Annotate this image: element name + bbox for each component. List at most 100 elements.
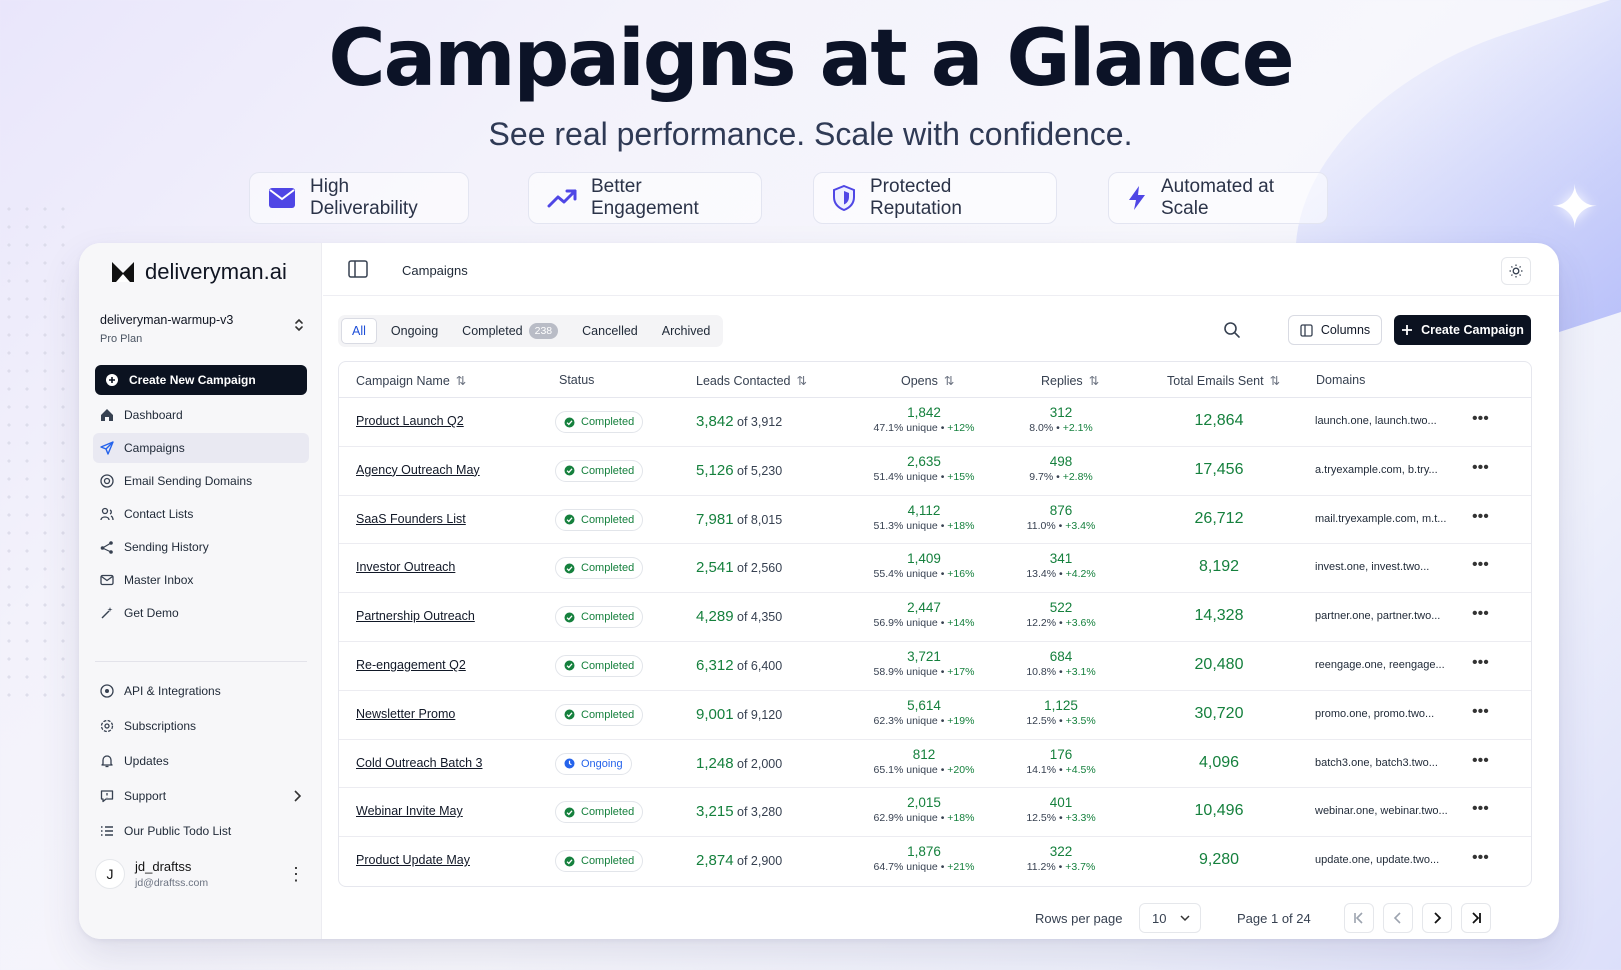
replies-delta: +2.1% bbox=[1062, 422, 1093, 434]
leads-count: 3,842 bbox=[696, 413, 734, 430]
workspace-switcher[interactable]: deliveryman-warmup-v3 Pro Plan bbox=[100, 313, 305, 345]
column-header-leads-contacted[interactable]: Leads Contacted ⇅ bbox=[696, 373, 807, 389]
sidebar-item-campaigns[interactable]: Campaigns bbox=[93, 433, 309, 463]
tab-cancelled[interactable]: Cancelled bbox=[572, 318, 648, 344]
column-header-opens[interactable]: Opens ⇅ bbox=[901, 373, 954, 389]
table-row[interactable]: SaaS Founders List Completed 7,981 of 8,01… bbox=[339, 496, 1531, 545]
more-horizontal-icon[interactable]: ••• bbox=[1472, 702, 1489, 720]
total-emails-sent: 4,096 bbox=[1198, 753, 1240, 771]
table-row[interactable]: Investor Outreach Completed 2,541 of 2,560… bbox=[339, 544, 1531, 594]
tab-completed[interactable]: Completed 238 bbox=[452, 318, 568, 344]
campaign-name-link[interactable]: Webinar Invite May bbox=[356, 804, 463, 819]
total-emails-sent: 10,496 bbox=[1194, 802, 1244, 820]
table-row[interactable]: Product Update May Completed 2,874 of 2,90… bbox=[339, 837, 1531, 886]
table-row[interactable]: Re-engagement Q2 Completed 6,312 of 6,400 3… bbox=[339, 642, 1531, 691]
brand[interactable]: deliveryman.ai bbox=[111, 259, 287, 285]
sidebar-item-public-todo-list[interactable]: Our Public Todo List bbox=[93, 815, 309, 847]
status-label: Completed bbox=[581, 416, 635, 428]
more-horizontal-icon[interactable]: ••• bbox=[1472, 556, 1489, 574]
sidebar-item-get-demo[interactable]: Get Demo bbox=[93, 598, 309, 628]
opens-count: 1,876 bbox=[907, 844, 941, 860]
table-row[interactable]: Agency Outreach May Completed 5,126 of 5,2… bbox=[339, 447, 1531, 496]
more-vertical-icon[interactable]: ⋮ bbox=[287, 864, 305, 884]
next-page-button[interactable] bbox=[1422, 903, 1452, 933]
table-row[interactable]: Newsletter Promo Completed 9,001 of 9,120 5… bbox=[339, 691, 1531, 740]
campaign-name-link[interactable]: Cold Outreach Batch 3 bbox=[356, 755, 483, 770]
opens-delta: +14% bbox=[947, 617, 975, 630]
user-profile[interactable]: J jd_draftss jd@draftss.com ⋮ bbox=[93, 855, 305, 895]
first-page-button[interactable] bbox=[1344, 903, 1374, 933]
avatar: J bbox=[95, 859, 125, 889]
column-header-campaign-name[interactable]: Campaign Name ⇅ bbox=[356, 373, 466, 389]
sidebar-item-label: Master Inbox bbox=[124, 573, 194, 587]
replies-pct: 14.1% bbox=[1026, 763, 1057, 776]
sidebar-item-dashboard[interactable]: Dashboard bbox=[93, 400, 309, 430]
more-horizontal-icon[interactable]: ••• bbox=[1472, 458, 1489, 476]
search-icon[interactable] bbox=[1223, 321, 1241, 339]
columns-button[interactable]: Columns bbox=[1288, 315, 1382, 345]
sidebar-item-contact-lists[interactable]: Contact Lists bbox=[93, 499, 309, 529]
opens-cell: 5,614 62.3% unique • +19% bbox=[859, 698, 989, 727]
campaign-name-link[interactable]: Agency Outreach May bbox=[356, 462, 480, 477]
more-horizontal-icon[interactable]: ••• bbox=[1472, 507, 1489, 525]
sidebar-item-master-inbox[interactable]: Master Inbox bbox=[93, 565, 309, 595]
leads-contacted: 2,541 of 2,560 bbox=[696, 559, 782, 576]
campaign-name-link[interactable]: Product Launch Q2 bbox=[356, 414, 464, 428]
more-horizontal-icon[interactable]: ••• bbox=[1472, 849, 1489, 867]
campaign-name-link[interactable]: SaaS Founders List bbox=[356, 511, 466, 526]
campaign-name-link[interactable]: Newsletter Promo bbox=[356, 706, 456, 721]
sidebar-item-subscriptions[interactable]: Subscriptions bbox=[93, 710, 309, 742]
columns-label: Columns bbox=[1320, 323, 1371, 337]
more-horizontal-icon[interactable]: ••• bbox=[1472, 751, 1489, 769]
rows-per-page-label: Rows per page bbox=[1035, 911, 1123, 926]
campaign-name-link[interactable]: Partnership Outreach bbox=[356, 609, 475, 624]
total-emails-sent: 20,480 bbox=[1194, 655, 1244, 673]
leads-count: 4,289 bbox=[696, 608, 734, 626]
table-row[interactable]: Partnership Outreach Completed 4,289 of 4,… bbox=[339, 593, 1531, 642]
sidebar-item-updates[interactable]: Updates bbox=[93, 745, 309, 777]
create-new-campaign-button[interactable]: Create New Campaign bbox=[95, 365, 307, 395]
campaign-name-link[interactable]: Product Update May bbox=[356, 853, 470, 868]
sidebar-item-api-integrations[interactable]: API & Integrations bbox=[93, 675, 309, 707]
sidebar-item-label: Campaigns bbox=[124, 441, 185, 455]
rows-per-page-select[interactable]: 10 bbox=[1139, 903, 1201, 933]
theme-toggle-button[interactable] bbox=[1501, 257, 1531, 285]
replies-count: 322 bbox=[1049, 844, 1073, 860]
column-header-replies[interactable]: Replies ⇅ bbox=[1041, 373, 1099, 389]
create-campaign-button[interactable]: Create Campaign bbox=[1394, 315, 1531, 345]
leads-count: 1,248 bbox=[696, 754, 734, 772]
previous-page-button[interactable] bbox=[1383, 903, 1413, 933]
workspace-name: deliveryman-warmup-v3 bbox=[100, 313, 234, 327]
opens-unique-pct: 58.9% unique bbox=[873, 665, 938, 678]
domains: webinar.one, webinar.two... bbox=[1315, 805, 1448, 818]
sidebar-item-sending-history[interactable]: Sending History bbox=[93, 532, 309, 562]
table-row[interactable]: Webinar Invite May Completed 3,215 of 3,28… bbox=[339, 788, 1531, 838]
more-horizontal-icon[interactable]: ••• bbox=[1472, 800, 1489, 818]
campaign-name-link[interactable]: Re-engagement Q2 bbox=[356, 657, 466, 672]
sidebar-item-support[interactable]: Support bbox=[93, 780, 309, 812]
status-badge: Completed bbox=[555, 508, 644, 531]
pagination: Rows per page 10 Page 1 of 24 bbox=[323, 903, 1559, 933]
leads-contacted: 5,126 of 5,230 bbox=[696, 462, 782, 479]
tab-ongoing[interactable]: Ongoing bbox=[381, 318, 448, 344]
leads-total: of 9,120 bbox=[737, 707, 783, 722]
replies-cell: 341 13.4% • +4.2% bbox=[1011, 551, 1111, 580]
table-row[interactable]: Product Launch Q2 Completed 3,842 of 3,912… bbox=[339, 398, 1531, 447]
more-horizontal-icon[interactable]: ••• bbox=[1472, 410, 1489, 427]
sidebar-item-email-sending-domains[interactable]: Email Sending Domains bbox=[93, 466, 309, 496]
column-header-total-emails-sent[interactable]: Total Emails Sent ⇅ bbox=[1167, 373, 1280, 389]
tab-all[interactable]: All bbox=[341, 318, 377, 344]
campaign-name-link[interactable]: Investor Outreach bbox=[356, 560, 456, 575]
sidebar-toggle-icon[interactable] bbox=[348, 260, 368, 278]
replies-cell: 176 14.1% • +4.5% bbox=[1011, 747, 1111, 776]
more-horizontal-icon[interactable]: ••• bbox=[1472, 653, 1489, 671]
table-row[interactable]: Cold Outreach Batch 3 Ongoing 1,248 of 2,0… bbox=[339, 740, 1531, 789]
leads-contacted: 3,215 of 3,280 bbox=[696, 803, 782, 820]
tab-archived[interactable]: Archived bbox=[652, 318, 721, 344]
total-emails-sent: 12,864 bbox=[1194, 412, 1244, 429]
status-label: Completed bbox=[581, 513, 635, 526]
total-emails-sent: 26,712 bbox=[1194, 509, 1244, 527]
last-page-button[interactable] bbox=[1461, 903, 1491, 933]
sidebar: deliveryman.ai deliveryman-warmup-v3 Pro… bbox=[79, 243, 322, 939]
more-horizontal-icon[interactable]: ••• bbox=[1472, 605, 1489, 623]
